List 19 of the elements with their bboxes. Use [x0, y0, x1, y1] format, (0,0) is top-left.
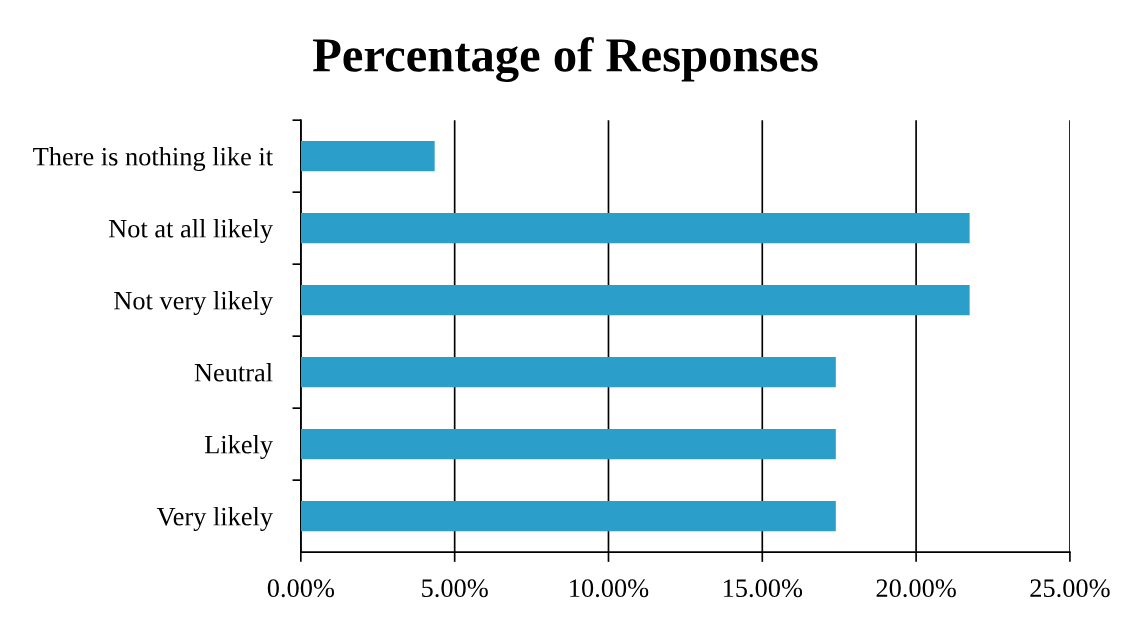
y-tick-label: Not at all likely [108, 219, 273, 244]
bar [300, 357, 836, 388]
y-tick-label: Not very likely [114, 291, 273, 316]
x-tick-label: 25.00% [1030, 579, 1110, 598]
y-tick-label: There is nothing like it [33, 147, 273, 172]
x-tick-label: 20.00% [876, 579, 956, 598]
bar [300, 141, 435, 172]
x-tick-label: 10.00% [570, 579, 649, 598]
x-tick-label: 0.00% [267, 579, 335, 598]
x-tick-label: 5.00% [422, 579, 488, 598]
y-tick-label: Neutral [194, 363, 273, 382]
bar [300, 285, 970, 316]
x-tick-label: 15.00% [723, 579, 803, 598]
y-tick-label: Very likely [156, 506, 273, 531]
bar [300, 429, 836, 460]
bar [300, 501, 836, 532]
y-tick-label: Likely [204, 434, 273, 459]
bar [300, 213, 970, 244]
chart-title: Percentage of Responses [312, 36, 818, 82]
